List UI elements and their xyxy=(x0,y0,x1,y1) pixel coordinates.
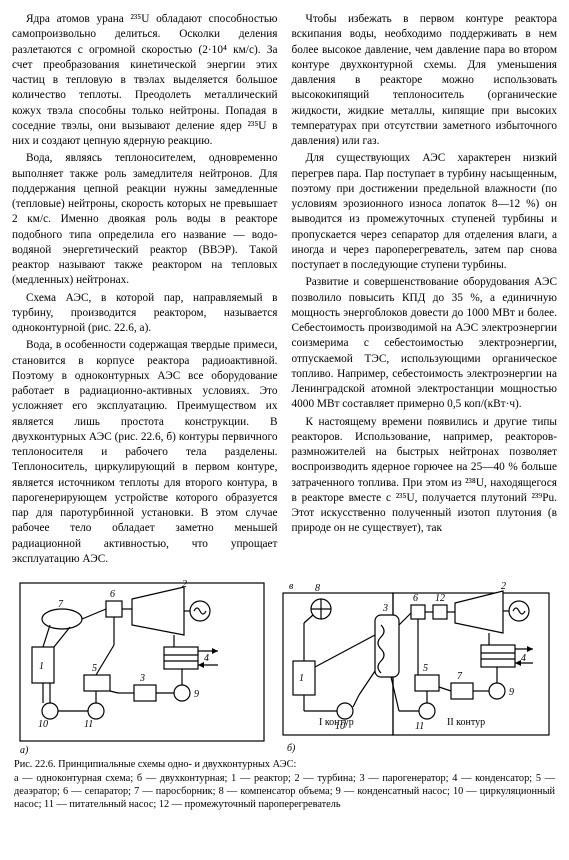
loop2-label: II контур xyxy=(447,717,485,728)
svg-text:2: 2 xyxy=(182,579,187,590)
diagram-b: 1 8 3 10 xyxy=(275,575,555,755)
svg-text:2: 2 xyxy=(501,581,506,592)
svg-text:9: 9 xyxy=(509,687,514,698)
svg-text:11: 11 xyxy=(415,721,424,732)
figure-block: 1 7 6 2 xyxy=(12,575,557,811)
svg-text:5: 5 xyxy=(92,663,97,674)
paragraph: Развитие и совершенствование оборудовани… xyxy=(292,275,558,412)
svg-text:1: 1 xyxy=(299,673,304,684)
svg-text:10: 10 xyxy=(38,719,48,730)
diagram-a-label: а) xyxy=(20,745,29,755)
svg-text:12: 12 xyxy=(435,593,445,604)
paragraph: Чтобы избежать в первом контуре реактора… xyxy=(292,12,558,149)
body-text-columns: Ядра атомов урана ²³⁵U обладают способно… xyxy=(12,12,557,567)
svg-text:11: 11 xyxy=(84,719,93,730)
svg-text:8: 8 xyxy=(315,583,320,594)
paragraph: Вода, являясь теплоносителем, одновремен… xyxy=(12,151,278,288)
diagram-b-label: б) xyxy=(287,743,296,754)
svg-text:1: 1 xyxy=(39,661,44,672)
figure-number: Рис. 22.6. xyxy=(14,759,56,770)
svg-text:7: 7 xyxy=(58,599,64,610)
diagram-row: 1 7 6 2 xyxy=(12,575,557,755)
svg-text:4: 4 xyxy=(521,653,526,664)
svg-text:в: в xyxy=(289,581,294,592)
paragraph: Для существующих АЭС характерен низкий п… xyxy=(292,151,558,273)
paragraph: К настоящему времени появились и другие … xyxy=(292,415,558,537)
figure-title: Принципиальные схемы одно- и двухконтурн… xyxy=(58,759,296,770)
svg-text:4: 4 xyxy=(204,653,209,664)
svg-text:9: 9 xyxy=(194,689,199,700)
figure-caption: Рис. 22.6. Принципиальные схемы одно- и … xyxy=(14,759,555,811)
paragraph: Ядра атомов урана ²³⁵U обладают способно… xyxy=(12,12,278,149)
svg-text:3: 3 xyxy=(139,673,145,684)
paragraph: Схема АЭС, в которой пар, направляемый в… xyxy=(12,291,278,337)
svg-text:5: 5 xyxy=(423,663,428,674)
loop1-label: I контур xyxy=(319,717,354,728)
figure-legend: а — одноконтурная схема; б — двухконтурн… xyxy=(14,773,555,810)
diagram-a: 1 7 6 2 xyxy=(14,575,269,755)
paragraph: Вода, в особенности содержащая твердые п… xyxy=(12,338,278,567)
svg-text:6: 6 xyxy=(110,589,115,600)
svg-text:7: 7 xyxy=(457,671,463,682)
svg-text:3: 3 xyxy=(382,603,388,614)
svg-text:6: 6 xyxy=(413,593,418,604)
